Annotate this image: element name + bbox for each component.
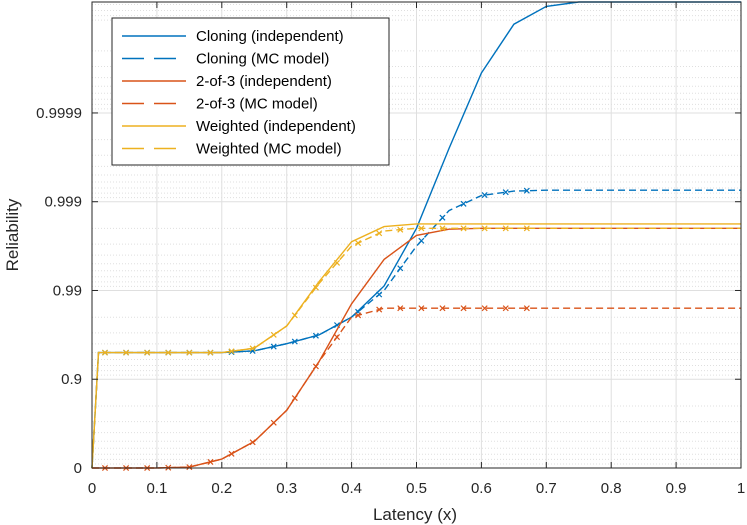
series-marker-6: [165, 349, 172, 356]
legend-label-5: Weighted (independent): [196, 118, 356, 135]
series-line-4: [92, 307, 741, 469]
y-tick-label: 0.999: [44, 194, 82, 211]
x-tick-label: 0.9: [666, 480, 687, 497]
series-marker-4: [312, 363, 319, 370]
series-marker-6: [270, 331, 277, 338]
series-marker-4: [333, 334, 341, 341]
x-tick-label: 0.5: [406, 480, 427, 497]
series-marker-4: [397, 305, 404, 312]
series-marker-2: [523, 187, 530, 194]
y-tick-label: 0.9999: [36, 105, 82, 122]
series-marker-6: [418, 225, 425, 232]
legend-label-3: 2-of-3 (independent): [196, 73, 332, 90]
series-marker-6: [460, 225, 467, 232]
x-tick-label: 0.7: [536, 480, 557, 497]
series-marker-4: [523, 305, 530, 312]
series-marker-6: [291, 312, 298, 319]
y-axis-label: Reliability: [3, 198, 22, 271]
y-tick-label: 0.9: [61, 371, 82, 388]
axes: [91, 1, 742, 469]
series-marker-2: [418, 237, 425, 244]
x-tick-label: 0.6: [471, 480, 492, 497]
series-marker-6: [228, 348, 235, 355]
series-marker-4: [481, 305, 488, 312]
series-marker-6: [333, 259, 341, 266]
x-tick-label: 0.1: [146, 480, 167, 497]
series-marker-4: [186, 464, 193, 471]
series-marker-6: [397, 226, 404, 233]
x-axis-label: Latency (x): [373, 505, 457, 524]
series-marker-4: [418, 305, 425, 312]
x-tick-label: 1: [737, 480, 745, 497]
series-marker-6: [523, 225, 530, 232]
series-marker-4: [355, 312, 362, 319]
legend-label-6: Weighted (MC model): [196, 141, 342, 158]
series-marker-2: [397, 265, 404, 272]
series-marker-4: [207, 458, 214, 465]
series-marker-4: [439, 305, 446, 312]
series-line-2: [91, 189, 741, 469]
series-marker-6: [101, 349, 109, 356]
series-marker-2: [460, 200, 467, 207]
series-marker-6: [249, 345, 256, 352]
y-tick-label: 0: [74, 460, 82, 477]
series-marker-6: [439, 225, 446, 232]
series-marker-2: [376, 291, 383, 298]
series-marker-2: [291, 338, 298, 345]
legend-label-2: Cloning (MC model): [196, 51, 329, 68]
series-marker-2: [312, 332, 319, 339]
series-marker-6: [312, 284, 319, 291]
x-tick-label: 0.8: [601, 480, 622, 497]
legend-label-4: 2-of-3 (MC model): [196, 96, 318, 113]
series-marker-6: [355, 240, 362, 247]
series-marker-2: [270, 343, 277, 350]
series-marker-6: [481, 225, 488, 232]
series-marker-4: [502, 305, 509, 312]
y-tick-label: 0.99: [53, 282, 82, 299]
series-marker-2: [502, 189, 509, 196]
legend-label-1: Cloning (independent): [196, 28, 344, 45]
series-marker-6: [502, 225, 509, 232]
series-marker-4: [228, 450, 235, 457]
legend: Cloning (independent) Cloning (MC model) 2…: [111, 17, 390, 166]
x-tick-label: 0.2: [211, 480, 232, 497]
x-tick-label: 0.3: [276, 480, 297, 497]
series-marker-4: [291, 395, 298, 402]
series-marker-6: [123, 349, 130, 356]
plot-area: [91, 1, 741, 472]
legend-box: [111, 17, 390, 166]
series-marker-4: [376, 306, 383, 313]
series-marker-4: [270, 419, 277, 426]
series-marker-2: [439, 214, 446, 221]
series-line-6: [91, 227, 741, 469]
series-marker-6: [144, 349, 151, 356]
series-marker-6: [207, 349, 214, 356]
series-marker-4: [460, 305, 467, 312]
series-marker-6: [376, 230, 383, 237]
x-tick-label: 0: [88, 480, 96, 497]
tick-labels: 0 0.1 0.2 0.3 0.4 0.5 0.6 0.7 0.8 0.9 1 0 0.9 0.99 0.9…: [36, 105, 745, 497]
series-marker-6: [186, 349, 193, 356]
series-marker-2: [481, 192, 488, 199]
series-marker-4: [249, 439, 256, 446]
x-tick-label: 0.4: [341, 480, 362, 497]
